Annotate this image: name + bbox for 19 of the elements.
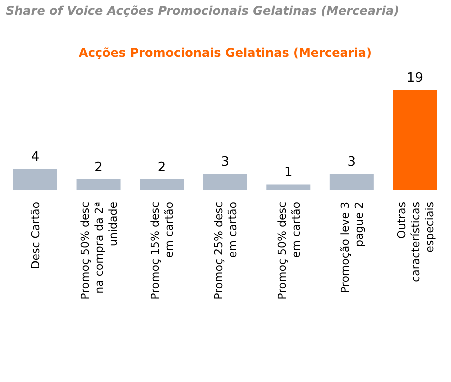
bar	[266, 184, 311, 190]
data-label: 2	[94, 160, 103, 176]
bar	[76, 179, 121, 190]
bar	[13, 168, 58, 190]
data-label: 2	[158, 160, 166, 176]
bar	[203, 174, 248, 190]
chart-subtitle: Acções Promocionais Gelatinas (Mercearia)	[78, 46, 373, 60]
bar	[330, 174, 374, 190]
data-label: 3	[348, 155, 356, 170]
data-label: 4	[31, 150, 40, 165]
bar	[140, 179, 184, 190]
x-tick-label: Promoç 50% desc na compra da 2ª unidade	[78, 202, 120, 300]
x-tick-label: Desc Cartão	[30, 202, 43, 270]
data-label: 19	[406, 71, 424, 86]
data-label: 3	[221, 155, 230, 170]
chart-title: Share of Voice Acções Promocionais Gelatinas (Mercearia)	[6, 4, 401, 18]
bar	[393, 90, 438, 190]
x-tick-label: Promoção leve 3 pague 2	[339, 202, 366, 294]
data-label: 1	[284, 166, 293, 181]
